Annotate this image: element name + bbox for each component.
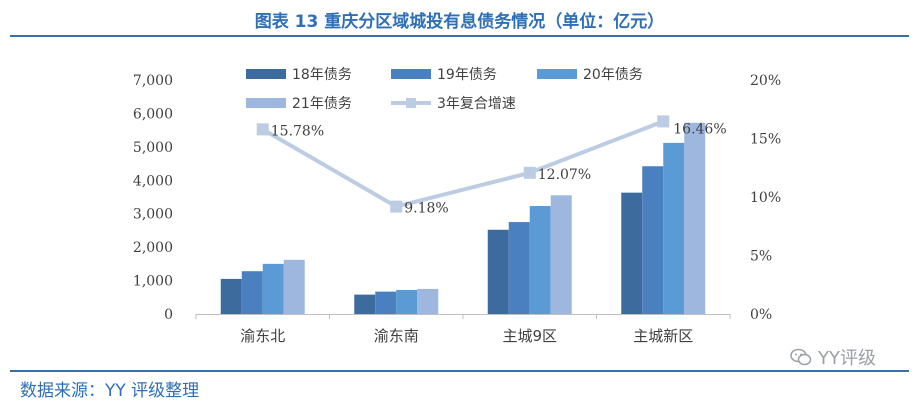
legend-label: 20年债务 <box>583 67 643 83</box>
top-rule <box>10 35 909 37</box>
y-right-tick-label: 10% <box>750 190 781 206</box>
y-left-tick-label: 7,000 <box>133 73 173 89</box>
legend-label: 18年债务 <box>292 67 352 83</box>
rate-data-label: 12.07% <box>538 167 591 183</box>
legend-label: 3年复合增速 <box>437 95 516 112</box>
x-category-label: 主城新区 <box>633 327 693 345</box>
x-category-label: 渝东北 <box>240 327 285 345</box>
y-left-tick-label: 5,000 <box>133 140 173 156</box>
y-left-tick-label: 1,000 <box>133 274 173 290</box>
legend-line-marker <box>406 98 416 108</box>
legend-swatch <box>246 69 286 79</box>
y-left-tick-label: 2,000 <box>133 240 173 256</box>
source-note: 数据来源：YY 评级整理 <box>20 381 200 401</box>
y-right-tick-label: 5% <box>750 249 772 265</box>
wechat-icon <box>790 348 812 366</box>
bar <box>375 291 397 314</box>
legend-swatch <box>537 69 577 79</box>
legend-swatch <box>246 98 286 108</box>
bar <box>550 195 572 314</box>
rate-marker <box>390 200 403 213</box>
bar <box>417 288 439 314</box>
y-right-tick-label: 15% <box>750 132 781 148</box>
bar <box>220 278 242 314</box>
rate-marker <box>256 123 269 136</box>
bar <box>621 192 643 314</box>
y-left-tick-label: 3,000 <box>133 207 173 223</box>
chart-area: 0 1,000 2,000 3,000 4,000 5,000 6,000 7,000 0% 5%… <box>133 67 781 345</box>
rate-marker <box>523 166 536 179</box>
rate-marker <box>657 115 670 128</box>
rate-data-label: 16.46% <box>673 121 726 137</box>
legend-label: 21年债务 <box>292 96 352 112</box>
bar <box>684 122 706 314</box>
rate-line <box>261 119 664 209</box>
bar <box>262 263 284 314</box>
legend-swatch <box>391 69 431 79</box>
y-left-tick-label: 6,000 <box>133 106 173 122</box>
rate-data-label: 15.78% <box>271 123 324 139</box>
bar <box>508 222 530 314</box>
watermark: YY评级 <box>790 344 876 370</box>
y-right-tick-label: 20% <box>750 73 781 89</box>
bar <box>529 206 551 314</box>
bar <box>642 166 664 314</box>
bar <box>487 229 509 314</box>
watermark-text: YY评级 <box>818 348 876 369</box>
bar <box>283 259 305 314</box>
bar <box>354 294 376 314</box>
bar <box>241 271 263 314</box>
legend-label: 19年债务 <box>437 67 497 83</box>
y-right-tick-label: 0% <box>750 307 772 323</box>
bar <box>396 289 418 314</box>
y-left-tick-label: 4,000 <box>133 173 173 189</box>
bar <box>663 142 685 314</box>
x-category-label: 主城9区 <box>502 327 557 345</box>
y-left-tick-label: 0 <box>164 307 173 323</box>
bottom-rule <box>10 370 909 372</box>
x-category-label: 渝东南 <box>374 327 419 345</box>
chart-title: 图表 13 重庆分区域城投有息债务情况（单位：亿元） <box>254 12 665 32</box>
rate-data-label: 9.18% <box>404 201 448 217</box>
